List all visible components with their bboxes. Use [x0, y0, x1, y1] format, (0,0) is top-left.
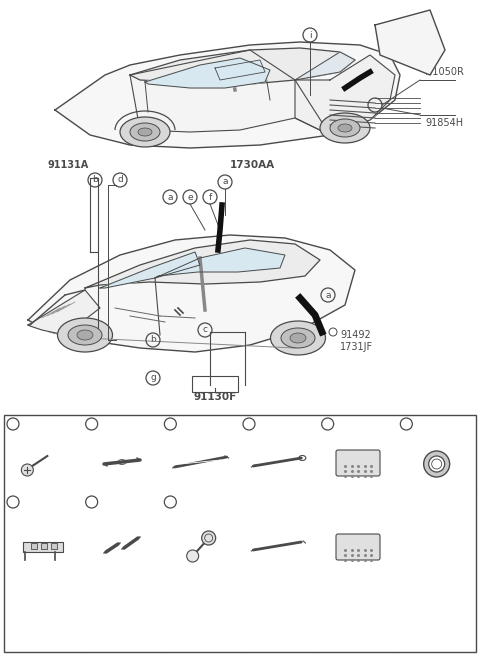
Text: e: e [325, 419, 330, 428]
Text: 93442: 93442 [256, 497, 284, 506]
Text: 91818E: 91818E [256, 419, 288, 428]
Circle shape [429, 456, 444, 472]
Text: 1730AA: 1730AA [230, 160, 275, 170]
Ellipse shape [320, 113, 370, 143]
Circle shape [21, 464, 33, 476]
Text: 1731JF: 1731JF [340, 342, 373, 352]
Text: b: b [92, 176, 98, 184]
Text: h: h [372, 100, 378, 110]
Ellipse shape [138, 128, 152, 136]
Text: b: b [150, 335, 156, 344]
Circle shape [424, 451, 450, 477]
Polygon shape [130, 48, 355, 85]
Polygon shape [375, 10, 445, 75]
Polygon shape [295, 55, 395, 135]
FancyBboxPatch shape [336, 534, 380, 560]
Polygon shape [130, 50, 330, 135]
Text: 91590F
1030AD: 91590F 1030AD [99, 491, 130, 511]
Text: 85938A: 85938A [335, 497, 365, 506]
Polygon shape [28, 290, 100, 335]
Text: 91854H: 91854H [425, 118, 463, 128]
Text: d: d [246, 419, 252, 428]
Polygon shape [215, 60, 265, 80]
Ellipse shape [58, 318, 112, 352]
Ellipse shape [281, 328, 315, 348]
Text: c: c [203, 325, 207, 335]
Text: e: e [187, 192, 193, 201]
Text: 91130F: 91130F [193, 392, 237, 402]
Bar [24, 542, 63, 552]
Polygon shape [85, 240, 320, 288]
Ellipse shape [68, 325, 102, 345]
Circle shape [202, 531, 216, 545]
Ellipse shape [330, 119, 360, 137]
Text: 68081A: 68081A [413, 419, 446, 428]
Text: a: a [11, 419, 15, 428]
Text: g: g [10, 497, 16, 506]
Text: 91492: 91492 [340, 330, 371, 340]
Text: 85938A: 85938A [335, 497, 370, 506]
Text: a: a [167, 192, 173, 201]
Polygon shape [55, 42, 400, 148]
Ellipse shape [338, 124, 352, 132]
Text: 93442: 93442 [256, 497, 281, 506]
Bar [41, 543, 48, 549]
Polygon shape [155, 248, 285, 278]
Polygon shape [145, 58, 270, 88]
FancyBboxPatch shape [336, 450, 380, 476]
Circle shape [187, 550, 199, 562]
Text: 91942
91769: 91942 91769 [177, 491, 203, 511]
Text: h: h [89, 497, 95, 506]
Text: d: d [117, 176, 123, 184]
Text: c: c [168, 419, 173, 428]
Text: b: b [89, 419, 95, 428]
Text: g: g [150, 373, 156, 382]
Text: 91970F: 91970F [99, 419, 130, 428]
Text: 91576: 91576 [20, 497, 46, 506]
Bar [51, 543, 57, 549]
Bar [4, 415, 476, 652]
Text: a: a [222, 178, 228, 186]
Text: 91818D: 91818D [177, 419, 210, 428]
Text: 91131A: 91131A [48, 160, 89, 170]
Text: i: i [169, 497, 171, 506]
Text: f: f [405, 419, 408, 428]
Ellipse shape [130, 123, 160, 141]
Text: 1141AC: 1141AC [20, 419, 52, 428]
Polygon shape [28, 235, 355, 352]
Bar [192, 376, 238, 392]
Polygon shape [100, 252, 200, 288]
Ellipse shape [290, 333, 306, 343]
Text: H1050R: H1050R [425, 67, 464, 77]
Text: 25626C: 25626C [335, 419, 367, 428]
Text: i: i [309, 30, 312, 39]
Ellipse shape [120, 117, 170, 147]
Text: a: a [325, 291, 331, 300]
Ellipse shape [271, 321, 325, 355]
Polygon shape [295, 52, 355, 80]
Text: f: f [208, 192, 212, 201]
Bar [31, 543, 37, 549]
Ellipse shape [77, 330, 93, 340]
